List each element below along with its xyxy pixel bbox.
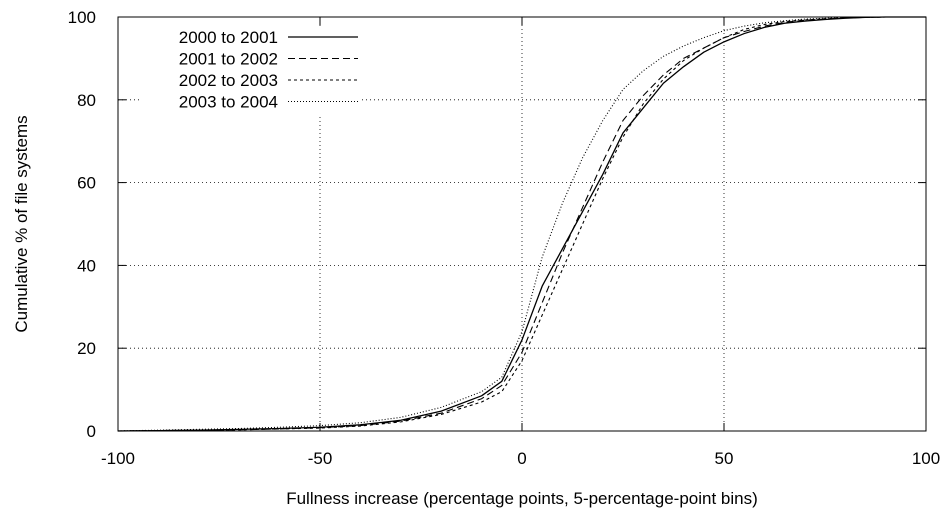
y-tick-label: 20 <box>77 339 96 358</box>
legend-label: 2000 to 2001 <box>179 28 278 47</box>
y-tick-label: 80 <box>77 91 96 110</box>
x-tick-label: -50 <box>308 449 333 468</box>
axis-ticks: -100 -50 0 50 100 0 20 40 60 80 100 <box>68 8 941 468</box>
y-axis-title: Cumulative % of file systems <box>12 115 31 332</box>
legend: 2000 to 2001 2001 to 2002 2002 to 2003 2003… <box>140 26 362 116</box>
legend-label: 2003 to 2004 <box>179 93 278 112</box>
series-line-2 <box>117 16 926 432</box>
x-tick-label: 100 <box>912 449 940 468</box>
legend-label: 2002 to 2003 <box>179 71 278 90</box>
y-tick-label: 100 <box>68 8 96 27</box>
x-tick-label: -100 <box>101 449 135 468</box>
legend-label: 2001 to 2002 <box>179 50 278 69</box>
y-tick-label: 0 <box>87 422 96 441</box>
series-line-1 <box>117 16 926 432</box>
series-lines <box>117 16 926 432</box>
x-axis-title: Fullness increase (percentage points, 5-… <box>286 489 758 508</box>
y-tick-label: 40 <box>77 256 96 275</box>
x-tick-label: 0 <box>517 449 526 468</box>
x-tick-label: 50 <box>715 449 734 468</box>
y-tick-label: 60 <box>77 174 96 193</box>
